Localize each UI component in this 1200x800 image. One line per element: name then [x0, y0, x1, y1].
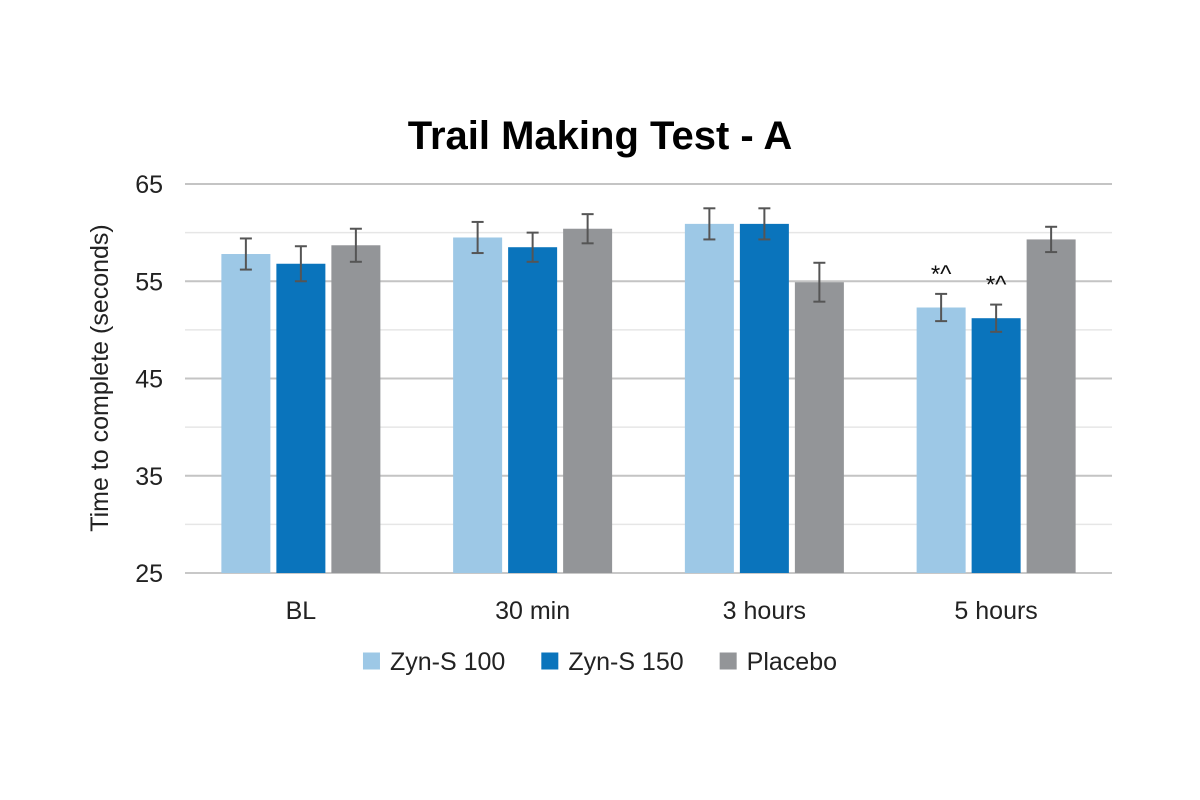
bar: [453, 237, 503, 574]
chart-title: Trail Making Test - A: [408, 114, 793, 158]
legend-swatch: [541, 652, 559, 670]
legend: Zyn-S 100 Zyn-S 150 Placebo: [362, 648, 837, 676]
y-tick-labels: 25 35 45 55 65: [135, 171, 163, 588]
bar: [794, 282, 844, 573]
x-tick-label: 30 min: [495, 597, 570, 625]
bar: [563, 228, 613, 574]
legend-item: Zyn-S 150: [541, 648, 684, 676]
bar: [508, 247, 558, 573]
y-tick-label: 55: [135, 268, 163, 296]
x-tick-label: 3 hours: [723, 597, 806, 625]
bar: [739, 223, 789, 573]
legend-label: Placebo: [747, 648, 837, 676]
legend-item: Placebo: [719, 648, 837, 676]
bar: [684, 223, 734, 573]
y-tick-label: 25: [135, 560, 163, 588]
significance-annotation: *^: [986, 272, 1007, 299]
bar: [916, 307, 966, 573]
bar: [1026, 239, 1076, 573]
legend-label: Zyn-S 150: [568, 648, 683, 676]
x-tick-label: 5 hours: [954, 597, 1037, 625]
y-tick-label: 35: [135, 463, 163, 491]
error-bars: [239, 207, 1058, 333]
bar: [221, 254, 271, 573]
legend-item: Zyn-S 100: [362, 648, 505, 676]
legend-swatch: [362, 652, 380, 670]
x-tick-labels: BL 30 min 3 hours 5 hours: [286, 597, 1038, 625]
y-axis-label: Time to complete (seconds): [86, 224, 114, 532]
legend-label: Zyn-S 100: [390, 648, 505, 676]
bar: [331, 245, 381, 573]
bars: [221, 223, 1076, 574]
bar: [276, 263, 326, 573]
y-tick-label: 45: [135, 366, 163, 394]
x-tick-label: BL: [286, 597, 317, 625]
legend-swatch: [719, 652, 737, 670]
significance-annotation: *^: [931, 261, 952, 288]
annotations: *^ *^: [931, 261, 1007, 299]
bar: [971, 318, 1021, 573]
y-tick-label: 65: [135, 171, 163, 199]
